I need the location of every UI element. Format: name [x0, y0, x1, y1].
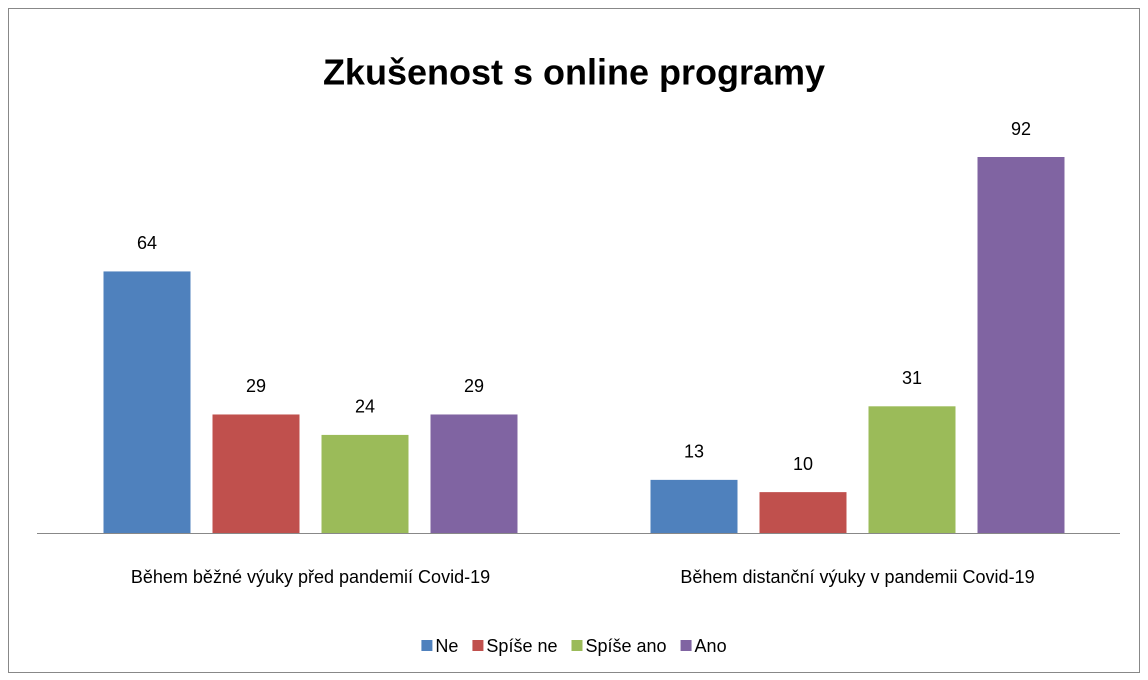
data-label: 64 — [137, 233, 157, 253]
legend-label: Ano — [695, 636, 727, 656]
chart-title: Zkušenost s online programy — [323, 52, 825, 93]
legend-swatch — [680, 640, 692, 651]
data-label: 24 — [355, 397, 375, 417]
bar — [759, 492, 847, 533]
bar — [321, 434, 409, 533]
bar — [650, 479, 738, 533]
bar — [868, 406, 956, 533]
chart-border — [8, 8, 1140, 673]
data-label: 92 — [1011, 119, 1031, 139]
legend-label: Spíše ne — [486, 636, 557, 656]
data-label: 31 — [902, 368, 922, 388]
legend-swatch — [571, 640, 583, 651]
legend-label: Ne — [435, 636, 458, 656]
bar — [430, 414, 518, 533]
x-tick-label: Během distanční výuky v pandemii Covid-1… — [680, 567, 1034, 587]
legend-swatch — [421, 640, 433, 651]
legend-label: Spíše ano — [585, 636, 666, 656]
data-label: 10 — [793, 454, 813, 474]
bar — [977, 157, 1065, 533]
bar — [212, 414, 300, 533]
bar — [103, 271, 191, 533]
legend-swatch — [472, 640, 484, 651]
data-label: 13 — [684, 442, 704, 462]
data-label: 29 — [246, 376, 266, 396]
x-tick-label: Během běžné výuky před pandemií Covid-19 — [131, 567, 490, 587]
data-label: 29 — [464, 376, 484, 396]
